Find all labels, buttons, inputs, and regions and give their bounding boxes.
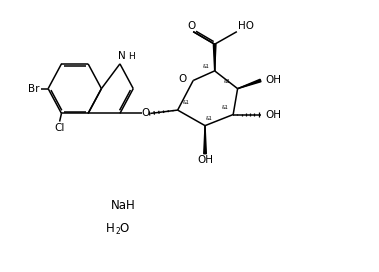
- Text: HO: HO: [238, 21, 254, 31]
- Text: NaH: NaH: [111, 199, 135, 212]
- Text: OH: OH: [266, 75, 282, 85]
- Text: &1: &1: [222, 105, 229, 110]
- Text: H: H: [128, 52, 135, 61]
- Text: &1: &1: [182, 100, 189, 105]
- Text: &1: &1: [224, 79, 231, 85]
- Text: O: O: [119, 222, 128, 235]
- Text: OH: OH: [197, 155, 213, 165]
- Text: O: O: [188, 21, 196, 31]
- Text: 2: 2: [115, 227, 120, 236]
- Text: Cl: Cl: [55, 123, 65, 133]
- Polygon shape: [213, 44, 216, 71]
- Text: H: H: [106, 222, 114, 235]
- Text: N: N: [118, 51, 126, 61]
- Text: Br: Br: [28, 84, 40, 94]
- Text: O: O: [178, 74, 186, 84]
- Text: &1: &1: [203, 64, 210, 69]
- Text: O: O: [142, 108, 150, 118]
- Text: &1: &1: [206, 116, 213, 121]
- Polygon shape: [238, 79, 261, 89]
- Text: OH: OH: [266, 110, 282, 119]
- Polygon shape: [204, 126, 206, 154]
